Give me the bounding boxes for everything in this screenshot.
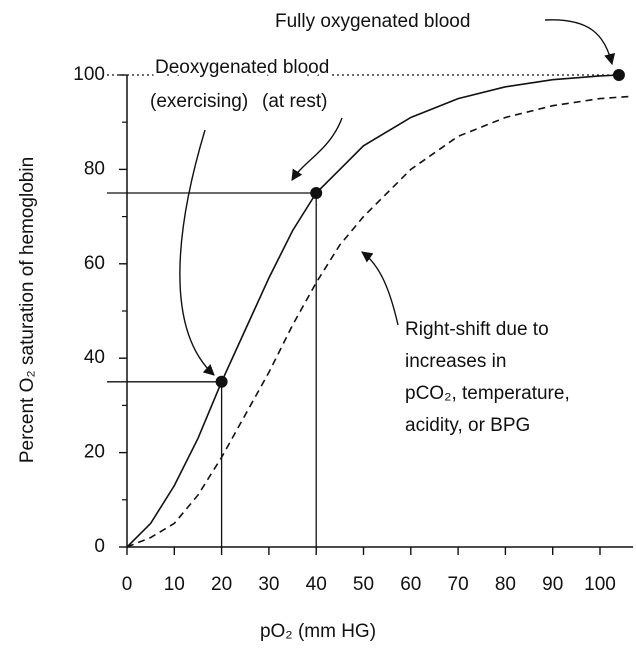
y-tick-label: 20 (84, 442, 105, 463)
y-tick-label: 100 (73, 64, 105, 85)
annotation: Right-shift due to (405, 319, 549, 340)
data-point (215, 375, 228, 388)
y-tick-label: 40 (84, 347, 105, 368)
x-tick-label: 30 (258, 574, 279, 595)
data-point (310, 187, 323, 199)
data-point (612, 69, 625, 81)
annotation: (at rest) (262, 91, 327, 112)
x-tick-label: 20 (211, 574, 232, 595)
x-tick-label: 60 (400, 574, 421, 595)
annotation-arrows (179, 19, 616, 376)
x-axis-label: pO₂ (mm HG) (260, 621, 376, 642)
y-tick-label: 60 (84, 253, 105, 274)
annotation: pCO₂, temperature, (405, 383, 570, 404)
x-tick-label: 0 (122, 574, 133, 595)
curve (126, 95, 634, 548)
y-tick-label: 80 (84, 158, 105, 179)
annotation: (exercising) (150, 91, 248, 112)
x-tick-label: 80 (495, 574, 516, 595)
x-tick-label: 10 (164, 574, 185, 595)
annotation: increases in (405, 351, 506, 372)
x-tick-label: 90 (542, 574, 563, 595)
y-axis-label: Percent O₂ saturation of hemoglobin (17, 157, 38, 463)
x-tick-label: 100 (584, 574, 616, 595)
annotation: Fully oxygenated blood (275, 11, 470, 32)
x-tick-label: 70 (448, 574, 469, 595)
y-tick-label: 0 (94, 536, 105, 557)
annotation: acidity, or BPG (405, 415, 530, 436)
x-tick-label: 50 (353, 574, 374, 595)
annotation: Deoxygenated blood (155, 57, 329, 78)
x-tick-label: 40 (306, 574, 327, 595)
